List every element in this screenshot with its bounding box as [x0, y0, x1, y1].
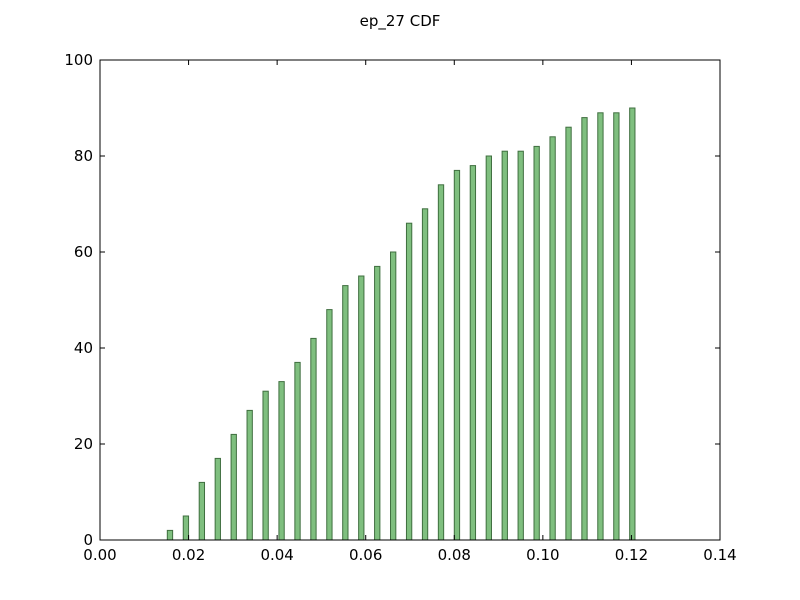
y-tick-label-4: 80 — [74, 147, 93, 165]
x-tick-label-0: 0.00 — [83, 546, 116, 564]
bar-23 — [533, 145, 540, 541]
bar-27 — [597, 112, 604, 541]
bar-20 — [485, 155, 492, 541]
bar-3 — [214, 457, 221, 541]
x-tick-label-2: 0.04 — [260, 546, 293, 564]
bar-18 — [453, 169, 461, 541]
y-tick-label-5: 100 — [64, 51, 93, 69]
bars-layer — [166, 107, 636, 541]
bar-11 — [342, 285, 349, 541]
bar-14 — [390, 251, 397, 541]
bar-25 — [565, 126, 572, 541]
bar-26 — [581, 117, 588, 541]
x-tick-label-1: 0.02 — [172, 546, 205, 564]
bar-1 — [182, 515, 190, 541]
x-tick-label-6: 0.12 — [615, 546, 648, 564]
bar-15 — [405, 222, 413, 541]
bar-12 — [358, 275, 365, 541]
y-tick-label-3: 60 — [74, 243, 93, 261]
x-tick-label-4: 0.08 — [438, 546, 471, 564]
bar-22 — [517, 150, 524, 541]
bar-7 — [278, 381, 285, 541]
y-tick-label-2: 40 — [74, 339, 93, 357]
plot-frame — [99, 59, 721, 541]
y-tick-label-0: 0 — [83, 531, 93, 549]
bar-8 — [294, 361, 301, 541]
bar-9 — [310, 337, 317, 541]
bar-16 — [421, 208, 429, 541]
x-tick-label-3: 0.06 — [349, 546, 382, 564]
bar-28 — [613, 112, 620, 541]
bar-19 — [469, 165, 477, 541]
bar-2 — [198, 481, 206, 541]
bar-21 — [501, 150, 508, 541]
bar-6 — [262, 390, 269, 541]
bar-29 — [629, 107, 636, 541]
x-tick-label-5: 0.10 — [526, 546, 559, 564]
bar-0 — [166, 529, 174, 541]
x-tick-label-7: 0.14 — [703, 546, 736, 564]
bar-17 — [437, 184, 445, 541]
bar-5 — [246, 409, 253, 541]
bar-4 — [230, 433, 237, 541]
ticks-layer: 0.00 0.02 0.04 0.06 0.08 0.10 0.12 0.14 0 20 40 60 8… — [64, 51, 736, 564]
bar-13 — [374, 265, 381, 541]
chart-title: ep_27 CDF — [360, 12, 441, 31]
bar-10 — [326, 309, 333, 541]
y-tick-label-1: 20 — [74, 435, 93, 453]
bar-24 — [549, 136, 556, 541]
